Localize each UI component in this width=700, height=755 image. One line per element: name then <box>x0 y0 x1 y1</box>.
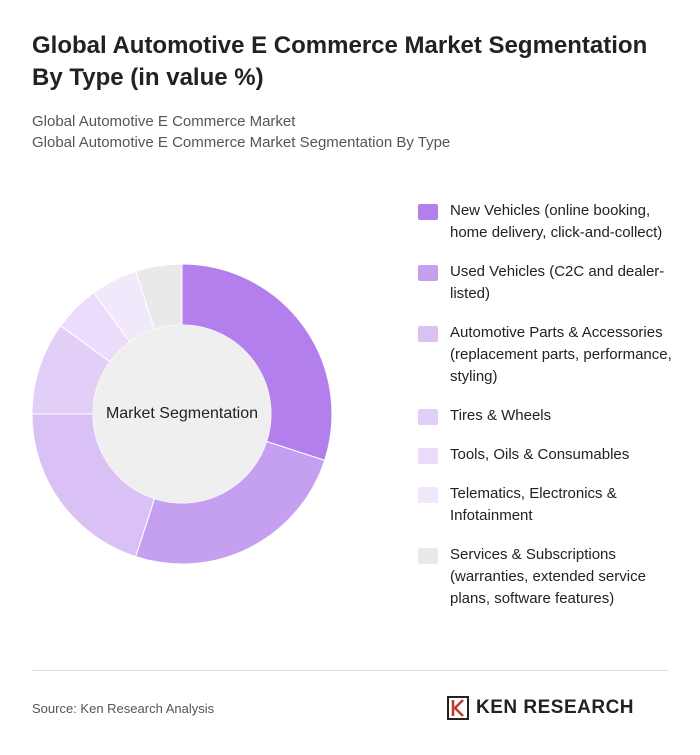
legend-label: Used Vehicles (C2C and dealer-listed) <box>450 263 665 302</box>
chart-title: Global Automotive E Commerce Market Segm… <box>32 32 648 91</box>
legend-item: Automotive Parts & Accessories (replacem… <box>418 322 678 388</box>
chart: Market Segmentation <box>31 263 333 565</box>
source: Source: Ken Research Analysis <box>32 701 215 716</box>
donut-hole <box>93 325 271 503</box>
legend-swatch <box>418 548 438 564</box>
legend-label: Tools, Oils & Consumables <box>450 446 630 463</box>
subtitle: Global Automotive E Commerce Market Segm… <box>32 134 451 151</box>
legend-swatch <box>418 204 438 220</box>
legend-swatch <box>418 487 438 503</box>
logo-icon <box>447 696 469 720</box>
subtitle: Global Automotive E Commerce Market <box>32 113 296 130</box>
legend-item: Services & Subscriptions (warranties, ex… <box>418 544 678 610</box>
center-label: Market Segmentation <box>106 405 258 422</box>
legend-label: Services & Subscriptions (warranties, ex… <box>450 546 646 607</box>
legend-item: Tires & Wheels <box>418 405 678 427</box>
legend-swatch <box>418 448 438 464</box>
divider <box>32 670 668 671</box>
brand: KEN RESEARCH <box>476 697 635 718</box>
legend-label: New Vehicles (online booking, home deliv… <box>450 202 663 241</box>
legend-swatch <box>418 265 438 281</box>
legend-swatch <box>418 409 438 425</box>
donut-segment <box>135 440 326 565</box>
legend: New Vehicles (online booking, home deliv… <box>418 200 678 627</box>
legend-item: Tools, Oils & Consumables <box>418 444 678 466</box>
legend-swatch <box>418 326 438 342</box>
legend-item: New Vehicles (online booking, home deliv… <box>418 200 678 244</box>
legend-label: Tires & Wheels <box>450 407 552 424</box>
legend-item: Used Vehicles (C2C and dealer-listed) <box>418 261 678 305</box>
legend-item: Telematics, Electronics & Infotainment <box>418 483 678 527</box>
legend-label: Automotive Parts & Accessories (replacem… <box>450 324 672 385</box>
legend-label: Telematics, Electronics & Infotainment <box>450 485 617 524</box>
